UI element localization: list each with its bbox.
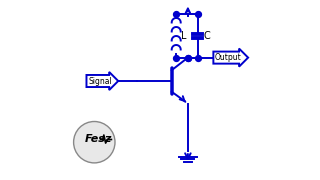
Text: Output: Output	[215, 53, 242, 62]
Point	[185, 56, 190, 59]
Circle shape	[74, 122, 115, 163]
Text: L: L	[181, 31, 187, 41]
Point	[195, 13, 200, 16]
Point	[185, 56, 190, 59]
Text: C: C	[204, 31, 211, 41]
Text: Signal: Signal	[88, 76, 112, 86]
Text: Fesz: Fesz	[84, 134, 112, 145]
Point	[174, 56, 179, 59]
Point	[174, 13, 179, 16]
Point	[195, 56, 200, 59]
